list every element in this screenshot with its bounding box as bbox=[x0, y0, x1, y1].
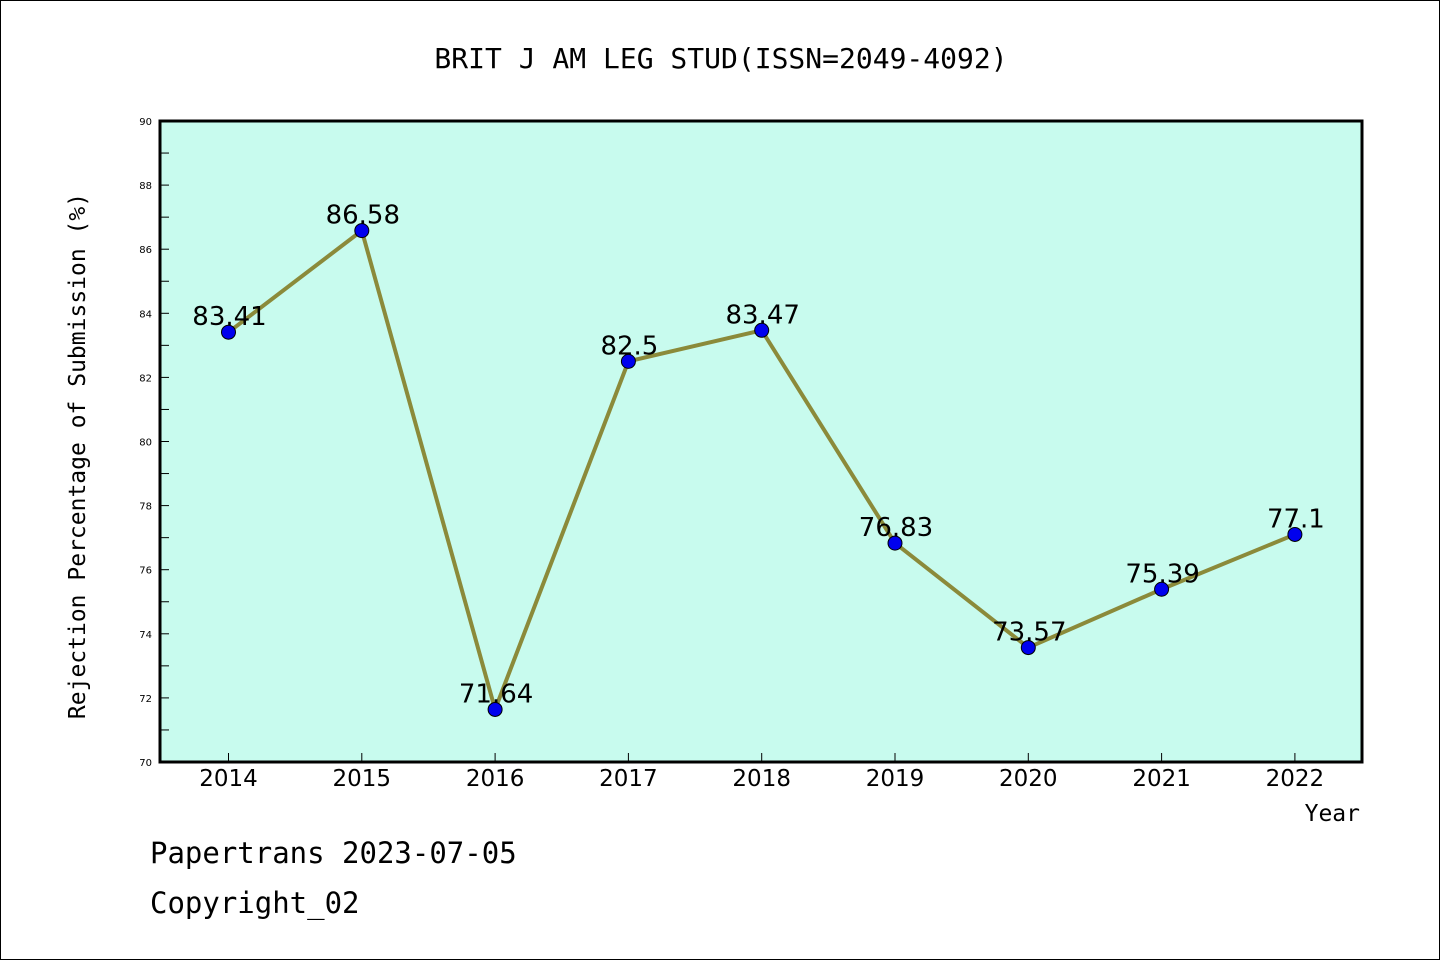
y-axis-title: Rejection Percentage of Submission (%) bbox=[65, 193, 91, 719]
y-tick-label: 74 bbox=[139, 630, 152, 641]
data-label: 82.5 bbox=[600, 331, 658, 361]
data-point bbox=[1154, 581, 1170, 597]
data-point bbox=[620, 353, 636, 369]
data-label: 83.41 bbox=[192, 302, 266, 332]
data-point bbox=[354, 223, 370, 239]
x-tick-label: 2020 bbox=[999, 766, 1058, 792]
data-point bbox=[221, 324, 236, 340]
series-markers bbox=[221, 223, 1303, 717]
y-axis: 70 72 74 76 78 80 82 84 86 88 90 bbox=[139, 117, 169, 769]
x-tick-label: 2019 bbox=[866, 766, 925, 792]
x-axis-title: Year bbox=[1305, 801, 1360, 827]
y-tick-label: 76 bbox=[139, 566, 152, 577]
x-axis: 2014 2015 2016 2017 2018 2019 2020 2021 2022 bbox=[199, 753, 1324, 792]
data-label: 73.57 bbox=[992, 618, 1066, 648]
data-label: 86.58 bbox=[326, 201, 400, 231]
y-tick-label: 70 bbox=[139, 758, 152, 769]
x-tick-label: 2016 bbox=[466, 766, 525, 792]
data-point bbox=[1287, 526, 1303, 542]
y-tick-label: 86 bbox=[139, 245, 152, 256]
y-tick-label: 80 bbox=[139, 438, 152, 449]
data-label: 83.47 bbox=[725, 300, 799, 330]
y-tick-label: 72 bbox=[139, 694, 152, 705]
footer-generator-date: Papertrans 2023-07-05 bbox=[150, 836, 517, 870]
x-tick-label: 2018 bbox=[732, 766, 791, 792]
y-tick-label: 90 bbox=[139, 117, 152, 128]
y-tick-label: 82 bbox=[139, 373, 152, 384]
data-point bbox=[887, 535, 903, 551]
data-label: 76.83 bbox=[859, 513, 933, 543]
y-tick-label: 84 bbox=[139, 309, 152, 320]
data-label: 75.39 bbox=[1125, 559, 1199, 589]
x-tick-label: 2022 bbox=[1266, 766, 1325, 792]
chart-title: BRIT J AM LEG STUD(ISSN=2049-4092) bbox=[434, 42, 1007, 75]
x-tick-label: 2021 bbox=[1132, 766, 1191, 792]
x-tick-label: 2017 bbox=[599, 766, 658, 792]
data-label: 71.64 bbox=[459, 679, 533, 709]
data-label: 77.1 bbox=[1267, 504, 1325, 534]
footer-copyright: Copyright_02 bbox=[150, 886, 360, 920]
data-point bbox=[1020, 640, 1036, 656]
data-point bbox=[487, 701, 503, 717]
y-tick-label: 78 bbox=[139, 502, 152, 513]
data-labels: 83.41 86.58 71.64 82.5 83.47 76.83 73.57 75.39 7… bbox=[192, 201, 1325, 710]
data-point bbox=[754, 322, 770, 338]
x-tick-label: 2015 bbox=[333, 766, 392, 792]
x-tick-label: 2014 bbox=[199, 766, 258, 792]
y-tick-label: 88 bbox=[139, 181, 152, 192]
